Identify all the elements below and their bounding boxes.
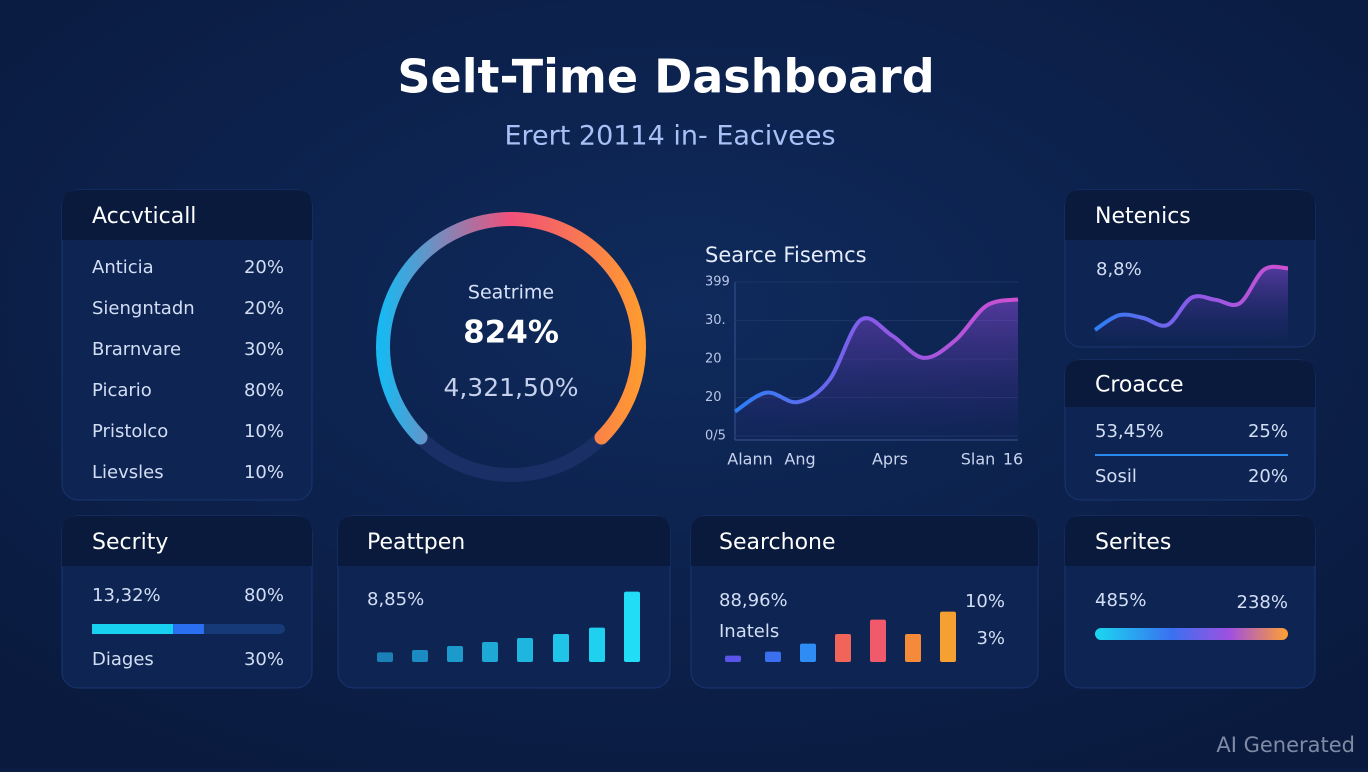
line <box>733 297 1019 414</box>
label: 8,85% <box>367 589 424 610</box>
label: 10% <box>244 421 284 442</box>
label: 10% <box>965 591 1005 612</box>
x-tick-label: Aprs <box>872 450 908 469</box>
y-tick-label: 20 <box>705 352 722 367</box>
progress-segment <box>173 624 204 634</box>
panels: Accvticall Anticia 20% Siengntadn 20% Brarnva… <box>61 189 1316 689</box>
label: 10% <box>244 462 284 483</box>
label: 20% <box>244 257 284 278</box>
label: Sosil <box>1095 466 1137 487</box>
area <box>735 299 1018 440</box>
label: 30% <box>244 339 284 360</box>
watermark: AI Generated <box>1216 733 1355 757</box>
bar <box>624 591 640 662</box>
gauge-arc <box>376 212 646 445</box>
panel-title: Searchone <box>719 530 836 555</box>
y-tick-label: 0/5 <box>705 429 726 444</box>
sparkline-area <box>1095 266 1288 340</box>
label: Inatels <box>719 621 779 642</box>
subtitle: Erert 20114 in- Eacivees <box>504 121 835 152</box>
bar <box>835 634 851 662</box>
sparkline <box>1093 264 1289 332</box>
panel-title: Serites <box>1095 530 1171 555</box>
label: Brarnvare <box>92 339 181 360</box>
label: 25% <box>1248 421 1288 442</box>
label: 30% <box>244 649 284 670</box>
bar <box>517 638 533 662</box>
label: 88,96% <box>719 590 788 611</box>
x-tick-label: Ang <box>784 450 815 469</box>
bar <box>482 642 498 662</box>
panel-header <box>62 190 312 240</box>
label: 485% <box>1095 590 1146 611</box>
y-tick-label: 30. <box>705 313 726 328</box>
x-tick-label: Slan <box>961 450 996 469</box>
panel-header <box>691 516 1038 566</box>
panel-title: Accvticall <box>92 204 196 229</box>
gradient-bar <box>1095 628 1288 640</box>
bar <box>725 655 741 662</box>
label: 238% <box>1237 592 1288 613</box>
label: 3% <box>976 628 1005 649</box>
y-tick-label: 20 <box>705 390 722 405</box>
panel-header <box>1065 190 1315 240</box>
label: Picario <box>92 380 152 401</box>
panel-title: Peattpen <box>367 530 465 555</box>
label: 80% <box>244 380 284 401</box>
title: Selt-Time Dashboard <box>397 50 934 104</box>
label: 20% <box>1248 466 1288 487</box>
label: Siengntadn <box>92 298 195 319</box>
y-tick-label: 399 <box>705 275 730 290</box>
label: 8,8% <box>1096 259 1142 280</box>
panel-title: Netenics <box>1095 204 1191 229</box>
bar <box>870 619 886 662</box>
label: Diages <box>92 649 154 670</box>
bar <box>553 634 569 662</box>
bar <box>905 634 921 662</box>
x-tick-label: 16 <box>1003 450 1023 469</box>
bar <box>589 627 605 662</box>
label: 80% <box>244 585 284 606</box>
panel-header <box>1065 516 1315 566</box>
progress-segment <box>92 624 174 634</box>
bar <box>940 611 956 662</box>
panel-title: Secrity <box>92 530 168 555</box>
gauge-label: Seatrime <box>468 282 554 304</box>
label: 53,45% <box>1095 421 1164 442</box>
bar <box>377 652 393 662</box>
bar <box>447 646 463 662</box>
bar <box>800 643 816 662</box>
panel-header <box>338 516 670 566</box>
gauge-detail: 4,321,50% <box>443 373 578 402</box>
bar <box>765 651 781 662</box>
label: Pristolco <box>92 421 168 442</box>
panel-header <box>62 516 312 566</box>
bar <box>412 650 428 662</box>
panel-header <box>1065 360 1315 407</box>
chart-title: Searce Fisemcs <box>705 243 867 267</box>
panel-title: Croacce <box>1095 373 1184 398</box>
label: Lievsles <box>92 462 164 483</box>
label: 20% <box>244 298 284 319</box>
x-tick-label: Alann <box>727 450 772 469</box>
label: 13,32% <box>92 585 161 606</box>
gauge-value: 824% <box>463 315 559 351</box>
label: Anticia <box>92 257 154 278</box>
